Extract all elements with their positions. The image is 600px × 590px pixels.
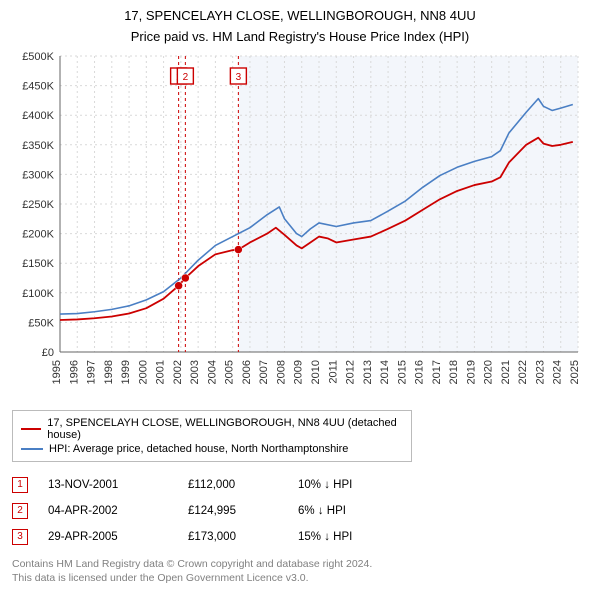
svg-text:1996: 1996 — [68, 360, 80, 384]
sale-pct-vs-hpi: 10% ↓ HPI — [298, 479, 418, 491]
sale-date: 29-APR-2005 — [48, 531, 168, 543]
svg-text:2023: 2023 — [534, 360, 546, 384]
svg-text:2022: 2022 — [517, 360, 529, 384]
svg-text:2: 2 — [183, 72, 189, 83]
svg-text:£0: £0 — [42, 347, 54, 359]
svg-text:2006: 2006 — [241, 360, 253, 384]
svg-text:2004: 2004 — [206, 360, 218, 384]
chart-title-line2: Price paid vs. HM Land Registry's House … — [12, 29, 588, 44]
legend-swatch — [21, 428, 41, 430]
legend-label: HPI: Average price, detached house, Nort… — [49, 443, 348, 455]
legend-row: 17, SPENCELAYH CLOSE, WELLINGBOROUGH, NN… — [21, 416, 403, 442]
sale-price: £124,995 — [188, 505, 278, 517]
svg-text:£500K: £500K — [22, 51, 54, 63]
sale-price: £112,000 — [188, 479, 278, 491]
svg-text:2007: 2007 — [258, 360, 270, 384]
sales-table: 1 13-NOV-2001 £112,000 10% ↓ HPI 2 04-APR-200… — [12, 472, 588, 550]
svg-text:£200K: £200K — [22, 228, 54, 240]
svg-text:£450K: £450K — [22, 80, 54, 92]
svg-text:2015: 2015 — [396, 360, 408, 384]
svg-text:1998: 1998 — [103, 360, 115, 384]
attribution-line2: This data is licensed under the Open Gov… — [12, 572, 588, 586]
sale-marker-box: 3 — [12, 529, 28, 545]
svg-text:2025: 2025 — [569, 360, 581, 384]
svg-text:2001: 2001 — [155, 360, 167, 384]
svg-text:2005: 2005 — [224, 360, 236, 384]
svg-text:1999: 1999 — [120, 360, 132, 384]
svg-text:2017: 2017 — [431, 360, 443, 384]
svg-text:1997: 1997 — [86, 360, 98, 384]
svg-text:2010: 2010 — [310, 360, 322, 384]
svg-text:£50K: £50K — [28, 317, 54, 329]
svg-text:2019: 2019 — [465, 360, 477, 384]
svg-text:£150K: £150K — [22, 258, 54, 270]
svg-text:2016: 2016 — [414, 360, 426, 384]
svg-text:£350K: £350K — [22, 140, 54, 152]
chart-title-line1: 17, SPENCELAYH CLOSE, WELLINGBOROUGH, NN… — [12, 8, 588, 25]
legend-box: 17, SPENCELAYH CLOSE, WELLINGBOROUGH, NN… — [12, 410, 412, 462]
line-chart-svg: £0 £50K £100K £150K £200K £250K £300K £350K £400… — [12, 50, 588, 400]
sale-marker-box: 1 — [12, 477, 28, 493]
sale-pct-vs-hpi: 15% ↓ HPI — [298, 531, 418, 543]
svg-text:2024: 2024 — [552, 360, 564, 384]
svg-text:2003: 2003 — [189, 360, 201, 384]
svg-text:£250K: £250K — [22, 199, 54, 211]
svg-text:2012: 2012 — [345, 360, 357, 384]
attribution: Contains HM Land Registry data © Crown c… — [12, 558, 588, 585]
svg-text:2002: 2002 — [172, 360, 184, 384]
svg-text:2018: 2018 — [448, 360, 460, 384]
svg-text:2014: 2014 — [379, 360, 391, 384]
sale-date: 04-APR-2002 — [48, 505, 168, 517]
svg-text:£100K: £100K — [22, 288, 54, 300]
legend-row: HPI: Average price, detached house, Nort… — [21, 442, 403, 456]
svg-text:1995: 1995 — [51, 360, 63, 384]
sale-price: £173,000 — [188, 531, 278, 543]
svg-text:2009: 2009 — [293, 360, 305, 384]
svg-text:2013: 2013 — [362, 360, 374, 384]
legend-label: 17, SPENCELAYH CLOSE, WELLINGBOROUGH, NN… — [47, 417, 403, 441]
attribution-line1: Contains HM Land Registry data © Crown c… — [12, 558, 588, 572]
svg-text:2000: 2000 — [137, 360, 149, 384]
sale-marker-box: 2 — [12, 503, 28, 519]
root-container: 17, SPENCELAYH CLOSE, WELLINGBOROUGH, NN… — [0, 0, 600, 590]
legend-swatch — [21, 448, 43, 450]
svg-text:2020: 2020 — [483, 360, 495, 384]
svg-text:2008: 2008 — [275, 360, 287, 384]
chart-area: £0 £50K £100K £150K £200K £250K £300K £350K £400… — [12, 50, 588, 400]
svg-text:2011: 2011 — [327, 360, 339, 384]
sale-row: 1 13-NOV-2001 £112,000 10% ↓ HPI — [12, 472, 588, 498]
sale-date: 13-NOV-2001 — [48, 479, 168, 491]
svg-text:£300K: £300K — [22, 169, 54, 181]
svg-text:£400K: £400K — [22, 110, 54, 122]
sale-pct-vs-hpi: 6% ↓ HPI — [298, 505, 418, 517]
sale-row: 3 29-APR-2005 £173,000 15% ↓ HPI — [12, 524, 588, 550]
svg-text:2021: 2021 — [500, 360, 512, 384]
sale-row: 2 04-APR-2002 £124,995 6% ↓ HPI — [12, 498, 588, 524]
svg-text:3: 3 — [236, 72, 242, 83]
